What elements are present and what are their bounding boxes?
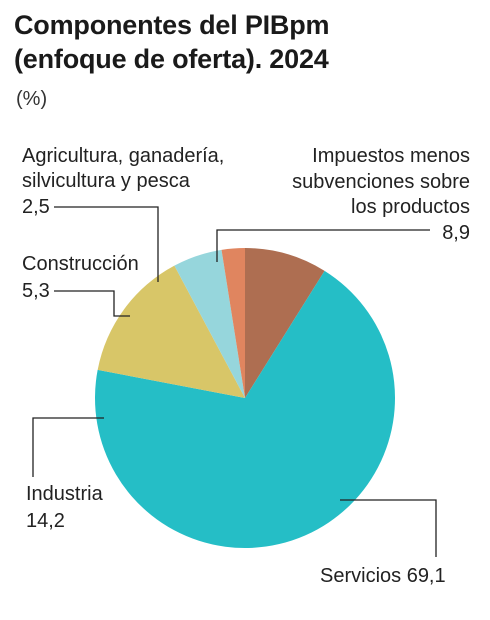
- slice-label-impuestos-line-2: subvenciones sobre: [292, 171, 470, 193]
- pie-slices: [95, 248, 396, 549]
- pie-slice-servicios: [95, 270, 396, 549]
- slice-value-construccion: 5,3: [22, 280, 50, 302]
- leader-line-agricultura: [54, 206, 159, 282]
- slice-label-impuestos-line-3: los productos: [351, 196, 470, 218]
- leader-line-servicios: [340, 499, 437, 557]
- title-line-2: (enfoque de oferta). 2024: [14, 44, 329, 74]
- slice-labels: Impuestos menos subvenciones sobre los pro…: [22, 145, 470, 587]
- slice-label-impuestos-line-1: Impuestos menos: [312, 145, 470, 167]
- leader-line-industria: [32, 417, 104, 477]
- slice-label-agricultura-line-1: Agricultura, ganadería,: [22, 145, 224, 167]
- leader-lines: [32, 206, 437, 557]
- pie-slice-agricultura: [221, 248, 245, 398]
- pie-slice-industria: [97, 265, 245, 398]
- pie-slice-impuestos: [245, 248, 325, 398]
- slice-value-agricultura: 2,5: [22, 196, 50, 218]
- slice-label-industria-line-1: Industria: [26, 483, 104, 505]
- slice-label-construccion-line-1: Construcción: [22, 253, 139, 275]
- slice-label-servicios-line-1: Servicios 69,1: [320, 565, 446, 587]
- pie-slice-construccion: [174, 249, 245, 398]
- slice-value-impuestos: 8,9: [442, 222, 470, 244]
- slice-label-agricultura-line-2: silvicultura y pesca: [22, 170, 191, 192]
- title-line-1: Componentes del PIBpm: [14, 10, 330, 40]
- leader-line-construccion: [54, 290, 130, 317]
- leader-line-impuestos: [216, 229, 430, 262]
- unit-label: (%): [16, 88, 48, 110]
- slice-value-industria: 14,2: [26, 510, 65, 532]
- chart-title: Componentes del PIBpm (enfoque de oferta…: [14, 8, 474, 76]
